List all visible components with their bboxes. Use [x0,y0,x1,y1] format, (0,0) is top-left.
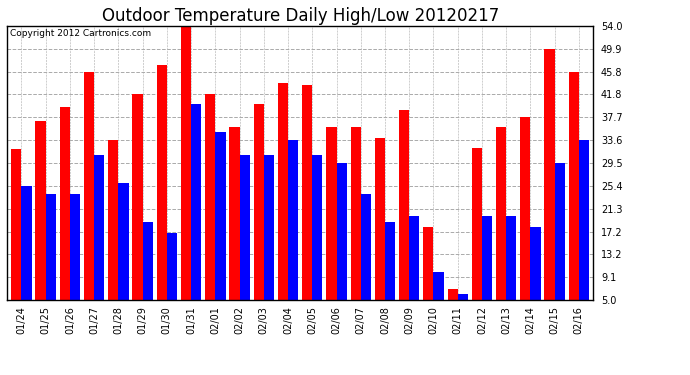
Bar [157,65,167,328]
Bar [46,194,56,328]
Bar [544,49,555,328]
Bar [84,72,94,328]
Bar [254,105,264,328]
Bar [472,148,482,328]
Bar [11,149,21,328]
Bar [326,127,337,328]
Title: Outdoor Temperature Daily High/Low 20120217: Outdoor Temperature Daily High/Low 20120… [101,7,499,25]
Bar [496,127,506,328]
Bar [94,155,104,328]
Bar [457,294,468,328]
Bar [399,110,409,328]
Bar [132,94,143,328]
Bar [448,289,457,328]
Bar [506,216,516,328]
Bar [60,107,70,328]
Bar [239,155,250,328]
Bar [351,127,361,328]
Bar [423,227,433,328]
Bar [181,26,191,328]
Bar [119,183,128,328]
Bar [264,155,274,328]
Bar [191,105,201,328]
Bar [205,94,215,328]
Bar [531,227,540,328]
Bar [143,222,152,328]
Bar [569,72,579,328]
Bar [520,117,531,328]
Bar [385,222,395,328]
Bar [579,140,589,328]
Text: Copyright 2012 Cartronics.com: Copyright 2012 Cartronics.com [10,29,151,38]
Bar [409,216,420,328]
Bar [302,86,313,328]
Bar [482,216,492,328]
Bar [70,194,80,328]
Bar [375,138,385,328]
Bar [433,272,444,328]
Bar [229,127,239,328]
Bar [278,83,288,328]
Bar [361,194,371,328]
Bar [313,155,322,328]
Bar [288,140,298,328]
Bar [337,163,346,328]
Bar [215,132,226,328]
Bar [21,186,32,328]
Bar [167,233,177,328]
Bar [35,121,46,328]
Bar [555,163,565,328]
Bar [108,140,119,328]
